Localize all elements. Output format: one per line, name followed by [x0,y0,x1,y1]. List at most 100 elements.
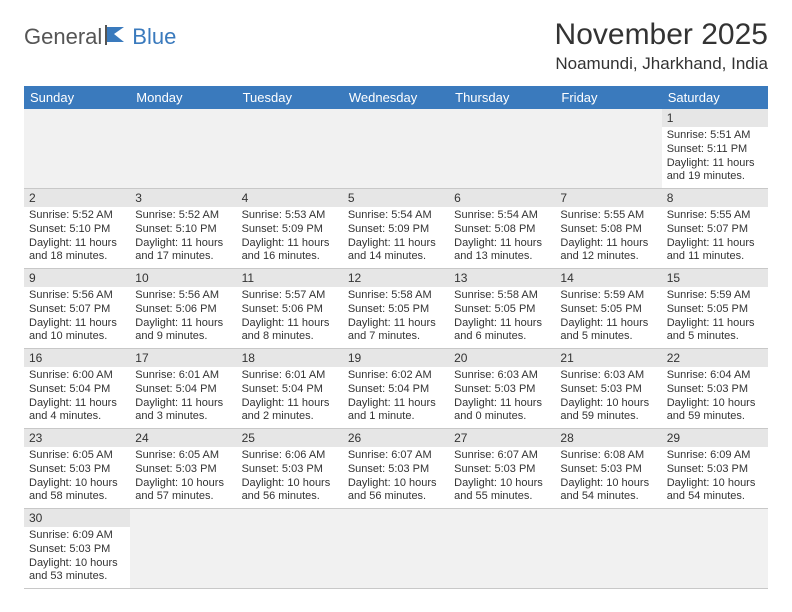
daylight-text: Daylight: 11 hours and 2 minutes. [242,397,338,425]
daylight-text: Daylight: 11 hours and 14 minutes. [348,237,444,265]
weekday-header: Wednesday [343,86,449,109]
sunset-text: Sunset: 5:07 PM [29,303,125,317]
calendar-cell [555,109,661,189]
logo-general: General [24,24,102,50]
day-number: 12 [343,269,449,287]
day-details: Sunrise: 5:52 AMSunset: 5:10 PMDaylight:… [130,207,236,268]
daylight-text: Daylight: 10 hours and 54 minutes. [560,477,656,505]
calendar-cell: 12Sunrise: 5:58 AMSunset: 5:05 PMDayligh… [343,269,449,349]
day-details: Sunrise: 6:09 AMSunset: 5:03 PMDaylight:… [24,527,130,588]
calendar-cell [237,109,343,189]
day-details: Sunrise: 5:59 AMSunset: 5:05 PMDaylight:… [555,287,661,348]
sunrise-text: Sunrise: 5:51 AM [667,129,763,143]
sunset-text: Sunset: 5:06 PM [135,303,231,317]
calendar-cell [24,109,130,189]
sunset-text: Sunset: 5:03 PM [454,463,550,477]
daylight-text: Daylight: 10 hours and 56 minutes. [348,477,444,505]
sunset-text: Sunset: 5:03 PM [667,383,763,397]
sunset-text: Sunset: 5:03 PM [135,463,231,477]
calendar-cell: 27Sunrise: 6:07 AMSunset: 5:03 PMDayligh… [449,429,555,509]
sunrise-text: Sunrise: 5:57 AM [242,289,338,303]
flag-icon [104,25,130,50]
sunset-text: Sunset: 5:03 PM [454,383,550,397]
daylight-text: Daylight: 10 hours and 55 minutes. [454,477,550,505]
calendar-cell: 2Sunrise: 5:52 AMSunset: 5:10 PMDaylight… [24,189,130,269]
calendar-cell: 9Sunrise: 5:56 AMSunset: 5:07 PMDaylight… [24,269,130,349]
calendar-cell: 30Sunrise: 6:09 AMSunset: 5:03 PMDayligh… [24,509,130,589]
sunset-text: Sunset: 5:04 PM [242,383,338,397]
calendar-cell [449,109,555,189]
weekday-header: Monday [130,86,236,109]
day-number: 5 [343,189,449,207]
calendar-cell: 17Sunrise: 6:01 AMSunset: 5:04 PMDayligh… [130,349,236,429]
day-number: 17 [130,349,236,367]
title-block: November 2025 Noamundi, Jharkhand, India [555,18,768,74]
day-number: 7 [555,189,661,207]
day-details: Sunrise: 6:04 AMSunset: 5:03 PMDaylight:… [662,367,768,428]
day-number: 6 [449,189,555,207]
sunset-text: Sunset: 5:09 PM [242,223,338,237]
daylight-text: Daylight: 11 hours and 5 minutes. [667,317,763,345]
sunset-text: Sunset: 5:04 PM [29,383,125,397]
logo: General Blue [24,24,176,50]
sunrise-text: Sunrise: 5:58 AM [348,289,444,303]
day-details: Sunrise: 6:00 AMSunset: 5:04 PMDaylight:… [24,367,130,428]
day-number: 13 [449,269,555,287]
calendar-cell: 29Sunrise: 6:09 AMSunset: 5:03 PMDayligh… [662,429,768,509]
sunrise-text: Sunrise: 6:02 AM [348,369,444,383]
calendar-cell: 6Sunrise: 5:54 AMSunset: 5:08 PMDaylight… [449,189,555,269]
daylight-text: Daylight: 10 hours and 58 minutes. [29,477,125,505]
calendar-cell [130,509,236,589]
calendar-cell [343,109,449,189]
day-details: Sunrise: 5:56 AMSunset: 5:06 PMDaylight:… [130,287,236,348]
day-number: 1 [662,109,768,127]
sunset-text: Sunset: 5:03 PM [29,543,125,557]
day-details: Sunrise: 5:53 AMSunset: 5:09 PMDaylight:… [237,207,343,268]
daylight-text: Daylight: 11 hours and 0 minutes. [454,397,550,425]
month-title: November 2025 [555,18,768,52]
sunrise-text: Sunrise: 6:05 AM [29,449,125,463]
day-number: 20 [449,349,555,367]
calendar-cell: 26Sunrise: 6:07 AMSunset: 5:03 PMDayligh… [343,429,449,509]
calendar-table: SundayMondayTuesdayWednesdayThursdayFrid… [24,86,768,589]
day-number: 4 [237,189,343,207]
calendar-cell: 1Sunrise: 5:51 AMSunset: 5:11 PMDaylight… [662,109,768,189]
sunset-text: Sunset: 5:11 PM [667,143,763,157]
calendar-cell: 21Sunrise: 6:03 AMSunset: 5:03 PMDayligh… [555,349,661,429]
daylight-text: Daylight: 11 hours and 17 minutes. [135,237,231,265]
day-number: 2 [24,189,130,207]
calendar-cell: 14Sunrise: 5:59 AMSunset: 5:05 PMDayligh… [555,269,661,349]
sunset-text: Sunset: 5:10 PM [29,223,125,237]
sunrise-text: Sunrise: 5:52 AM [135,209,231,223]
calendar-cell [343,509,449,589]
daylight-text: Daylight: 11 hours and 4 minutes. [29,397,125,425]
day-number: 19 [343,349,449,367]
day-number: 14 [555,269,661,287]
sunrise-text: Sunrise: 5:58 AM [454,289,550,303]
day-number: 24 [130,429,236,447]
calendar-cell [662,509,768,589]
daylight-text: Daylight: 11 hours and 7 minutes. [348,317,444,345]
sunrise-text: Sunrise: 6:07 AM [454,449,550,463]
daylight-text: Daylight: 11 hours and 19 minutes. [667,157,763,185]
day-number: 25 [237,429,343,447]
calendar-cell: 20Sunrise: 6:03 AMSunset: 5:03 PMDayligh… [449,349,555,429]
daylight-text: Daylight: 10 hours and 57 minutes. [135,477,231,505]
daylight-text: Daylight: 11 hours and 1 minute. [348,397,444,425]
day-number: 9 [24,269,130,287]
sunrise-text: Sunrise: 5:55 AM [667,209,763,223]
day-number: 3 [130,189,236,207]
location: Noamundi, Jharkhand, India [555,54,768,74]
sunrise-text: Sunrise: 6:09 AM [29,529,125,543]
calendar-row: 23Sunrise: 6:05 AMSunset: 5:03 PMDayligh… [24,429,768,509]
sunrise-text: Sunrise: 6:06 AM [242,449,338,463]
sunrise-text: Sunrise: 6:04 AM [667,369,763,383]
day-number: 28 [555,429,661,447]
day-details: Sunrise: 6:01 AMSunset: 5:04 PMDaylight:… [237,367,343,428]
calendar-cell: 5Sunrise: 5:54 AMSunset: 5:09 PMDaylight… [343,189,449,269]
calendar-cell [130,109,236,189]
sunrise-text: Sunrise: 6:08 AM [560,449,656,463]
day-details: Sunrise: 6:01 AMSunset: 5:04 PMDaylight:… [130,367,236,428]
calendar-cell: 7Sunrise: 5:55 AMSunset: 5:08 PMDaylight… [555,189,661,269]
day-details: Sunrise: 5:51 AMSunset: 5:11 PMDaylight:… [662,127,768,188]
